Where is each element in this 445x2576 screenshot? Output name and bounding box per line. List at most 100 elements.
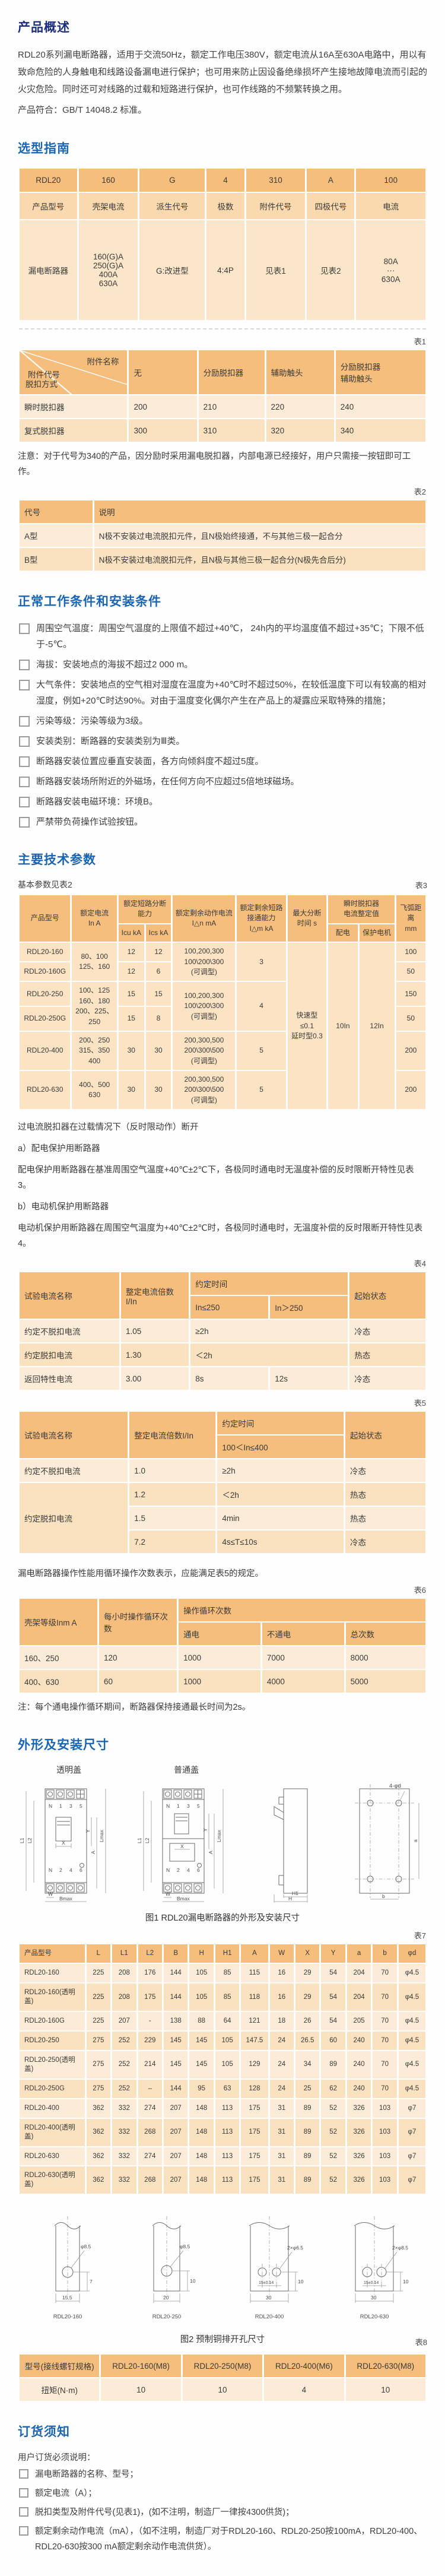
cell: N极不安装过电流脱扣元件，且N极始终接通，不与其他三极一起合分 xyxy=(94,524,425,547)
cell: 8000 xyxy=(345,1646,425,1669)
col-header: RDL20-160(M8) xyxy=(101,2355,181,2378)
cell: 热态 xyxy=(349,1344,425,1367)
cell: 105 xyxy=(215,2051,240,2078)
cell: 214 xyxy=(138,2051,162,2078)
cell: 4s≤T≤10s xyxy=(217,1531,344,1554)
cell: 复式脱扣器 xyxy=(20,419,128,442)
cell: 326 xyxy=(347,2099,371,2118)
cell: 326 xyxy=(347,2118,371,2146)
list-item: 漏电断路器的名称、型号； xyxy=(18,2467,427,2482)
cell: 54 xyxy=(321,1984,345,2011)
table-row: 约定不脱扣电流 1.05 ≥2h 冷态 xyxy=(20,1320,425,1343)
cell: 85 xyxy=(215,1964,240,1983)
table-row: RDL20 160 G 4 310 A 100 xyxy=(20,169,425,192)
ordering-item-text: 漏电断路器的名称、型号； xyxy=(35,2470,138,2480)
cell: 144 xyxy=(164,1984,188,2011)
cell: 210 xyxy=(198,395,265,418)
cell: 31 xyxy=(269,2118,294,2146)
cell: 扭矩(N·m) xyxy=(20,2378,100,2401)
table-tag: 表3 xyxy=(415,881,427,890)
svg-text:15±0.14: 15±0.14 xyxy=(364,2281,379,2285)
cell: 壳架电流 xyxy=(78,193,138,219)
svg-text:15±0.14: 15±0.14 xyxy=(259,2281,274,2285)
cell: 52 xyxy=(321,2166,345,2194)
cell: 电流 xyxy=(356,193,425,219)
table-row: 试验电流名称 整定电流倍数 I/In 约定时间 起始状态 xyxy=(20,1272,425,1319)
cell: 70 xyxy=(373,2031,397,2050)
cell: 89 xyxy=(295,2166,320,2194)
cell: RDL20-400 xyxy=(20,2099,85,2118)
col-header: Icu kA xyxy=(118,924,144,942)
cell: 113 xyxy=(215,2099,240,2118)
table-row: RDL20-250(透明盖) 275 252 214 145 145 105 129 24 34 8… xyxy=(20,2051,425,2078)
cell: 29 xyxy=(295,1984,320,2011)
svg-text:W: W xyxy=(166,1891,170,1897)
cell: 30 xyxy=(118,1071,144,1110)
cell: 145 xyxy=(189,2031,214,2050)
cell: A型 xyxy=(20,524,93,547)
corner-label-trip-mode: 脱扣方式 xyxy=(26,380,58,389)
cell: 31 xyxy=(269,2166,294,2194)
cell: RDL20-250 xyxy=(20,982,71,1006)
cell: RDL20-160 xyxy=(20,1964,85,1983)
cell: 105 xyxy=(189,1964,214,1983)
cell: 冷态 xyxy=(349,1320,425,1343)
col-header: 额定电流 In A xyxy=(72,895,117,942)
cell: 4 xyxy=(237,982,286,1031)
breaker-side-drawing: H1 H xyxy=(274,1788,308,1903)
table-row: RDL20-160(透明盖) 225 208 175 144 105 85 118 16 29 54… xyxy=(20,1984,425,2011)
table-row: 400、630 60 1000 4000 5000 xyxy=(20,1670,425,1693)
cell: 12s xyxy=(270,1367,348,1390)
square-bullet-icon xyxy=(19,797,30,807)
cell: 80、100 125、160 xyxy=(72,943,117,981)
table-tag: 表5 xyxy=(414,1399,426,1408)
table-row: RDL20-160 225 208 176 144 105 85 115 16 29 54 204 70… xyxy=(20,1964,425,1983)
svg-text:RDL20-250: RDL20-250 xyxy=(152,2314,182,2320)
cell: 4:4P xyxy=(206,220,244,320)
cell: 207 xyxy=(112,2012,136,2030)
col-header: 说明 xyxy=(94,500,425,523)
square-bullet-icon xyxy=(19,736,30,747)
svg-text:Y: Y xyxy=(202,1828,208,1832)
cell: 300 xyxy=(129,419,197,442)
svg-text:H: H xyxy=(288,1896,292,1902)
trip-b-body: 电动机保护用断路器在周围空气温度为+40℃±2℃时，各极同时通电时，无温度补偿的… xyxy=(18,1224,423,1249)
cell: 268 xyxy=(138,2166,162,2194)
table-tag: 表6 xyxy=(414,1586,426,1595)
cell: φ7 xyxy=(398,2166,425,2194)
cell: 148 xyxy=(189,2118,214,2146)
square-bullet-icon xyxy=(19,680,30,690)
list-item: 大气条件：安装地点的空气相对湿度在温度为+40℃时不超过50%，在较低温度下可以… xyxy=(18,677,427,709)
cell: φ4.5 xyxy=(398,1984,425,2011)
cell: RDL20-250(透明盖) xyxy=(20,2051,85,2078)
cell: 147.5 xyxy=(241,2031,268,2050)
svg-text:30: 30 xyxy=(371,2295,377,2301)
cell: 极数 xyxy=(206,193,244,219)
cell: 24 xyxy=(269,2079,294,2098)
cell: 64 xyxy=(215,2012,240,2030)
square-bullet-icon xyxy=(19,756,30,767)
diagonal-lines xyxy=(20,350,128,394)
cell: 产品型号 xyxy=(20,193,77,219)
cell: 4 xyxy=(206,169,244,192)
cell: 100 xyxy=(396,943,425,962)
svg-text:A: A xyxy=(90,1851,96,1854)
cell: 225 xyxy=(86,1964,111,1983)
cell: 105 xyxy=(215,2031,240,2050)
cell: 1.0 xyxy=(129,1459,216,1482)
svg-text:10: 10 xyxy=(190,2278,196,2284)
cell: φ7 xyxy=(398,2099,425,2118)
cell: 10 xyxy=(182,2378,263,2401)
svg-text:2×φ8.5: 2×φ8.5 xyxy=(392,2245,408,2251)
square-bullet-icon xyxy=(19,660,30,670)
svg-text:Lmax: Lmax xyxy=(216,1830,222,1843)
svg-text:N: N xyxy=(166,1803,170,1809)
col-header: 代号 xyxy=(20,500,93,523)
cell: 204 xyxy=(347,1964,371,1983)
cell: 362 xyxy=(86,2118,111,2146)
svg-text:5: 5 xyxy=(197,1803,200,1809)
cell: RDL20-160 xyxy=(20,943,71,962)
cell: 50 xyxy=(396,962,425,981)
cell: 24 xyxy=(269,2031,294,2050)
